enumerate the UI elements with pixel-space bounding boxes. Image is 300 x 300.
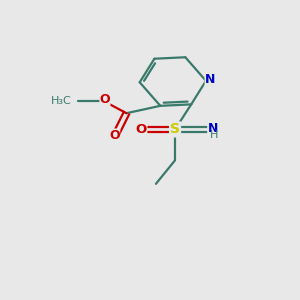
Text: S: S: [170, 122, 180, 136]
Text: O: O: [110, 129, 120, 142]
Text: O: O: [136, 123, 147, 136]
Text: O: O: [100, 93, 110, 106]
Text: N: N: [207, 122, 218, 135]
Text: H₃C: H₃C: [51, 96, 71, 106]
Text: N: N: [205, 73, 215, 86]
Text: H: H: [210, 130, 218, 140]
